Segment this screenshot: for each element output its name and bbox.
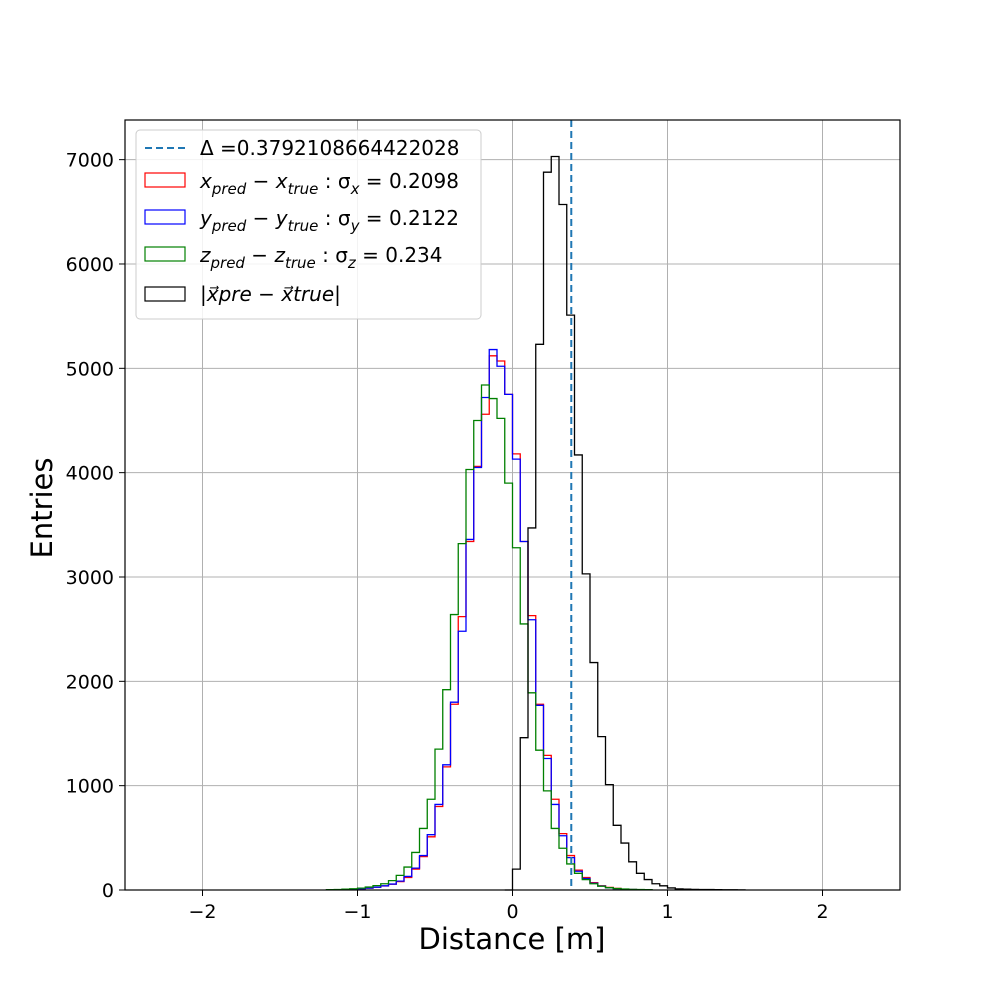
legend-label-x: xpred − xtrue : σx = 0.2098: [199, 169, 459, 198]
y-axis-title: Entries: [25, 457, 59, 558]
hist-y: [325, 348, 653, 891]
x-tick-label: 1: [661, 901, 673, 923]
legend-swatch-z: [144, 246, 186, 262]
y-tick-label: 7000: [66, 150, 114, 172]
y-tick-label: 3000: [66, 567, 114, 589]
y-tick-label: 1000: [66, 776, 114, 798]
y-tick-label: 0: [102, 880, 114, 902]
x-tick-label: 2: [816, 901, 828, 923]
y-tick-label: 6000: [66, 254, 114, 276]
x-tick-label: 0: [506, 901, 518, 923]
legend-label-z: zpred − ztrue : σz = 0.234: [199, 243, 443, 272]
legend: Δ =0.3792108664422028 xpred − xtrue : σx…: [135, 129, 482, 320]
legend-swatch-magnitude: [144, 286, 186, 302]
y-tick-label: 5000: [66, 358, 114, 380]
x-tick-label: −1: [343, 901, 371, 923]
x-tick-label: −2: [188, 901, 216, 923]
legend-label-magnitude: |x⃗pre − x⃗true|: [200, 282, 341, 306]
hist-z: [325, 384, 653, 891]
legend-swatch-x: [144, 172, 186, 188]
x-axis-title: Distance [m]: [419, 922, 606, 956]
axis-ticks: −2 −1 0 1 2 0 1000 2000 3000 4000 5000 6000 7000: [66, 150, 829, 923]
y-tick-label: 2000: [66, 671, 114, 693]
legend-box: [135, 129, 482, 320]
hist-x: [325, 355, 653, 891]
hist-magnitude: [504, 155, 746, 891]
y-tick-label: 4000: [66, 463, 114, 485]
legend-delta-label: Δ =0.3792108664422028: [200, 136, 459, 160]
legend-label-y: ypred − ytrue : σy = 0.2122: [199, 206, 459, 235]
legend-swatch-y: [144, 209, 186, 225]
